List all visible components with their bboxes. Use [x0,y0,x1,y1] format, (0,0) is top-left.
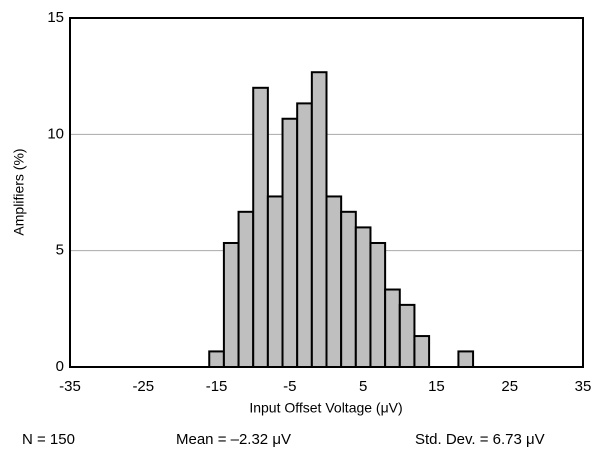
x-tick-label: 35 [575,378,592,395]
bar [369,241,387,368]
y-tick-label: 10 [47,125,64,142]
bar [252,86,269,369]
y-tick-label: 5 [56,242,64,259]
bar [310,71,328,368]
y-tick-label: 0 [56,358,64,375]
y-axis-label: Amplifiers (%) [11,148,27,235]
x-tick-label: -25 [132,378,154,395]
annotation: Std. Dev. = 6.73 μV [415,431,545,448]
bar [340,210,357,368]
bar [281,117,299,369]
bar [457,350,475,369]
plot-frame [69,17,584,368]
bar [354,226,372,368]
bar [222,241,240,368]
bar [208,350,225,369]
x-axis-label: Input Offset Voltage (μV) [249,400,402,416]
x-tick-label: 15 [428,378,445,395]
bar [237,210,255,368]
bar [325,195,343,368]
y-tick-label: 15 [47,9,64,26]
annotation: Mean = –2.32 μV [176,431,291,448]
bar [398,303,416,368]
annotation: N = 150 [22,431,75,448]
bar [384,288,401,368]
bar [296,102,313,368]
x-tick-label: 5 [359,378,367,395]
bar [413,335,431,368]
x-tick-label: -35 [59,378,81,395]
x-tick-label: -15 [206,378,228,395]
x-tick-label: 25 [501,378,518,395]
x-tick-label: -5 [283,378,296,395]
bar [266,195,284,368]
